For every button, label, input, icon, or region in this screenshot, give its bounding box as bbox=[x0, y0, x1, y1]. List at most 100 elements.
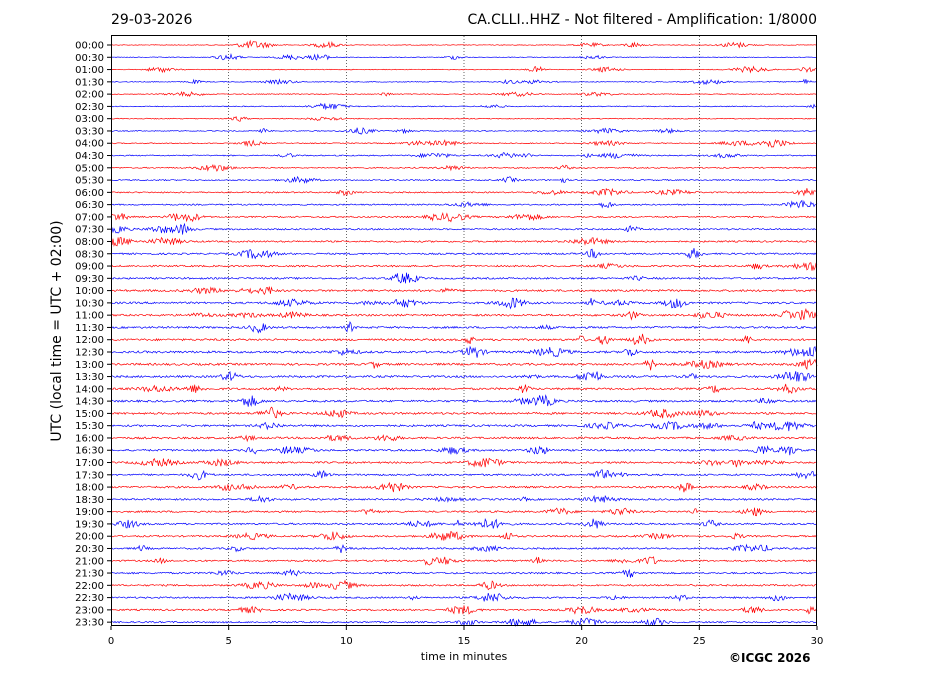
trace-08:00 bbox=[110, 236, 818, 247]
x-tick-label-5: 5 bbox=[225, 636, 231, 647]
y-tick-label-04:00: 04:00 bbox=[75, 139, 104, 150]
y-tick-label-17:00: 17:00 bbox=[75, 458, 104, 469]
y-tick-label-00:00: 00:00 bbox=[75, 41, 104, 52]
y-tick-label-14:00: 14:00 bbox=[75, 384, 104, 395]
trace-15:30 bbox=[110, 420, 818, 432]
y-tick-label-22:30: 22:30 bbox=[75, 593, 104, 604]
trace-22:30 bbox=[110, 592, 818, 602]
trace-02:30 bbox=[110, 102, 818, 111]
y-tick-label-02:00: 02:00 bbox=[75, 90, 104, 101]
y-tick-label-17:30: 17:30 bbox=[75, 470, 104, 481]
y-tick-label-02:30: 02:30 bbox=[75, 102, 104, 113]
trace-16:30 bbox=[110, 444, 818, 456]
y-tick-label-07:30: 07:30 bbox=[75, 225, 104, 236]
x-tick-label-25: 25 bbox=[693, 636, 706, 647]
x-tick-label-15: 15 bbox=[458, 636, 471, 647]
y-tick-label-10:00: 10:00 bbox=[75, 286, 104, 297]
y-tick-label-15:30: 15:30 bbox=[75, 421, 104, 432]
trace-21:00 bbox=[110, 556, 818, 566]
y-tick-label-06:00: 06:00 bbox=[75, 188, 104, 199]
trace-01:00 bbox=[110, 65, 818, 74]
trace-07:30 bbox=[110, 222, 818, 235]
trace-09:30 bbox=[110, 272, 818, 284]
trace-13:00 bbox=[110, 358, 818, 371]
trace-19:30 bbox=[110, 518, 818, 529]
trace-04:00 bbox=[110, 139, 818, 148]
y-tick-label-00:30: 00:30 bbox=[75, 53, 104, 64]
trace-01:30 bbox=[110, 78, 818, 86]
trace-12:00 bbox=[110, 333, 818, 345]
y-tick-label-10:30: 10:30 bbox=[75, 298, 104, 309]
trace-13:30 bbox=[110, 370, 818, 382]
y-tick-label-21:00: 21:00 bbox=[75, 556, 104, 567]
y-tick-label-16:30: 16:30 bbox=[75, 446, 104, 457]
trace-10:00 bbox=[110, 286, 818, 296]
trace-05:30 bbox=[110, 175, 818, 184]
y-tick-label-09:30: 09:30 bbox=[75, 274, 104, 285]
y-tick-label-12:00: 12:00 bbox=[75, 335, 104, 346]
y-tick-label-20:00: 20:00 bbox=[75, 532, 104, 543]
y-tick-label-19:30: 19:30 bbox=[75, 519, 104, 530]
seismic-traces bbox=[110, 39, 818, 627]
y-tick-label-07:00: 07:00 bbox=[75, 212, 104, 223]
channel-title: CA.CLLI..HHZ - Not filtered - Amplificat… bbox=[467, 12, 817, 28]
trace-11:00 bbox=[110, 307, 818, 321]
y-tick-label-21:30: 21:30 bbox=[75, 569, 104, 580]
trace-19:00 bbox=[110, 507, 818, 517]
y-tick-label-05:00: 05:00 bbox=[75, 163, 104, 174]
trace-17:00 bbox=[110, 457, 818, 468]
trace-00:30 bbox=[110, 52, 818, 61]
trace-21:30 bbox=[110, 568, 818, 578]
trace-07:00 bbox=[110, 211, 818, 223]
y-tick-label-03:30: 03:30 bbox=[75, 126, 104, 137]
trace-02:00 bbox=[110, 90, 818, 97]
y-tick-label-06:30: 06:30 bbox=[75, 200, 104, 211]
y-tick-label-13:30: 13:30 bbox=[75, 372, 104, 383]
trace-11:30 bbox=[110, 321, 818, 334]
y-tick-label-20:30: 20:30 bbox=[75, 544, 104, 555]
x-tick-label-20: 20 bbox=[575, 636, 588, 647]
trace-08:30 bbox=[110, 248, 818, 260]
y-tick-label-12:30: 12:30 bbox=[75, 348, 104, 359]
y-tick-label-11:00: 11:00 bbox=[75, 311, 104, 322]
y-tick-label-05:30: 05:30 bbox=[75, 176, 104, 187]
trace-14:30 bbox=[110, 394, 818, 407]
y-tick-label-14:30: 14:30 bbox=[75, 397, 104, 408]
trace-17:30 bbox=[110, 469, 818, 481]
y-tick-label-16:00: 16:00 bbox=[75, 433, 104, 444]
y-tick-label-08:00: 08:00 bbox=[75, 237, 104, 248]
trace-04:30 bbox=[110, 152, 818, 159]
trace-09:00 bbox=[110, 262, 818, 271]
x-axis-ticks: 0 5 10 15 20 25 30 bbox=[108, 626, 824, 647]
trace-23:00 bbox=[110, 605, 818, 615]
trace-06:00 bbox=[110, 187, 818, 197]
trace-15:00 bbox=[110, 406, 818, 419]
trace-18:30 bbox=[110, 494, 818, 503]
trace-16:00 bbox=[110, 434, 818, 443]
trace-00:00 bbox=[110, 39, 818, 49]
y-tick-label-18:00: 18:00 bbox=[75, 483, 104, 494]
y-tick-label-13:00: 13:00 bbox=[75, 360, 104, 371]
trace-22:00 bbox=[110, 579, 818, 591]
y-tick-label-23:00: 23:00 bbox=[75, 605, 104, 616]
y-tick-label-15:00: 15:00 bbox=[75, 409, 104, 420]
y-tick-label-11:30: 11:30 bbox=[75, 323, 104, 334]
x-tick-label-30: 30 bbox=[811, 636, 824, 647]
y-tick-label-09:00: 09:00 bbox=[75, 262, 104, 273]
y-tick-label-08:30: 08:30 bbox=[75, 249, 104, 260]
y-tick-label-22:00: 22:00 bbox=[75, 581, 104, 592]
y-tick-label-18:30: 18:30 bbox=[75, 495, 104, 506]
y-tick-label-01:30: 01:30 bbox=[75, 77, 104, 88]
y-tick-label-23:30: 23:30 bbox=[75, 618, 104, 629]
trace-18:00 bbox=[110, 481, 818, 493]
y-tick-label-04:30: 04:30 bbox=[75, 151, 104, 162]
x-tick-label-10: 10 bbox=[340, 636, 353, 647]
x-tick-label-0: 0 bbox=[108, 636, 114, 647]
y-tick-label-19:00: 19:00 bbox=[75, 507, 104, 518]
trace-03:00 bbox=[110, 116, 818, 122]
trace-12:30 bbox=[110, 345, 818, 358]
copyright-notice: ©ICGC 2026 bbox=[729, 651, 811, 665]
x-axis-label: time in minutes bbox=[420, 650, 508, 663]
